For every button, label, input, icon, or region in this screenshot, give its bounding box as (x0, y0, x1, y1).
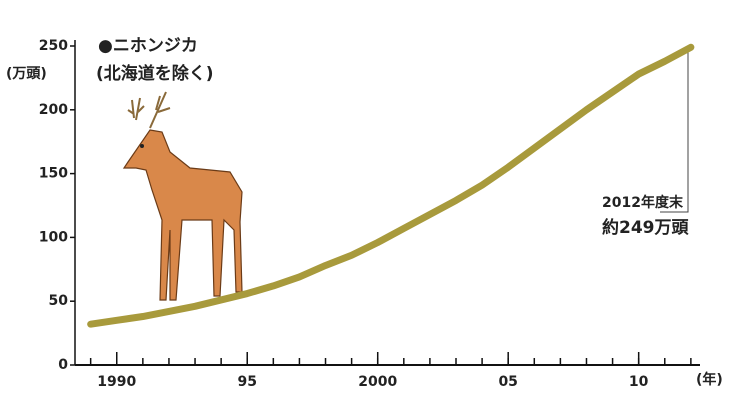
x-tick-label: 1990 (97, 374, 136, 390)
x-tick-label: 2000 (358, 374, 397, 390)
x-tick-label: 10 (629, 374, 649, 390)
chart-title: ●ニホンジカ (98, 36, 198, 56)
annotation: 2012年度末 (602, 194, 684, 211)
leader-line (660, 46, 689, 213)
x-tick-label: 95 (237, 374, 256, 390)
data-line (87, 43, 695, 328)
y-tick-label: 150 (39, 166, 68, 182)
y-tick-label: 200 (39, 102, 68, 118)
y-tick-label: 0 (58, 357, 68, 373)
y-tick-label: 100 (39, 229, 68, 245)
annotation: 約249万頭 (602, 217, 689, 238)
y-tick-label: 50 (49, 293, 69, 309)
y-axis-label: (万頭) (6, 66, 47, 82)
deer-illustration (122, 91, 243, 301)
y-tick-label: 250 (39, 38, 68, 54)
x-axis-label: (年) (696, 371, 723, 388)
chart-subtitle: (北海道を除く) (96, 63, 214, 84)
x-tick-label: 05 (498, 374, 517, 390)
